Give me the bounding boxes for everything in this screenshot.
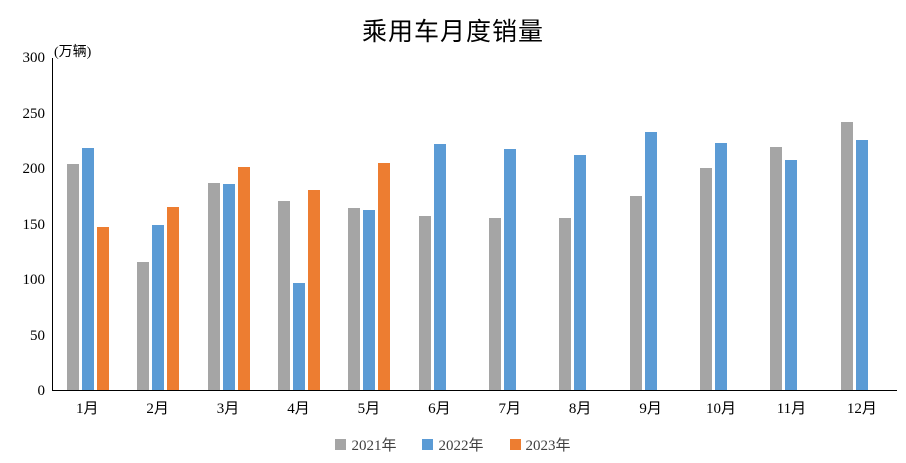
month-label: 3月 — [216, 401, 240, 417]
bar-group — [123, 58, 193, 390]
bar — [207, 182, 220, 390]
bar — [559, 218, 572, 390]
bar — [840, 121, 853, 390]
bar — [715, 143, 728, 390]
bar — [489, 218, 502, 390]
bar — [167, 207, 180, 390]
month-label: 11月 — [776, 401, 807, 417]
bar — [418, 216, 431, 390]
bar — [770, 147, 783, 390]
bar — [237, 166, 250, 390]
legend-swatch — [509, 439, 521, 450]
bar — [82, 148, 95, 390]
bar-group — [756, 58, 826, 390]
y-tick-label: 300 — [22, 50, 46, 66]
legend-swatch — [335, 439, 347, 450]
month-label: 4月 — [287, 401, 310, 417]
month-label: 10月 — [706, 401, 737, 417]
month-label: 5月 — [357, 401, 381, 417]
legend-item: 2021年 — [335, 434, 396, 455]
bar — [97, 227, 110, 390]
y-tick-label: 200 — [22, 161, 46, 177]
bar — [504, 149, 517, 390]
bar — [308, 189, 321, 390]
legend-swatch — [422, 439, 434, 450]
bar — [293, 283, 306, 390]
bar-group — [827, 58, 897, 390]
bar — [137, 262, 150, 390]
bar-group — [264, 58, 334, 390]
legend: 2021年 2022年 2023年 — [0, 434, 906, 455]
bar — [378, 163, 391, 390]
bar-group — [405, 58, 475, 390]
bar-group — [475, 58, 545, 390]
legend-label: 2022年 — [438, 438, 484, 454]
month-label: 2月 — [146, 401, 169, 417]
bar-group — [194, 58, 264, 390]
bar-group — [686, 58, 756, 390]
plot-area — [52, 58, 897, 391]
month-label: 8月 — [568, 401, 592, 417]
bar — [348, 207, 361, 390]
legend-item: 2022年 — [422, 434, 484, 455]
bar — [855, 139, 868, 390]
month-label: 9月 — [639, 401, 662, 417]
bar-group — [334, 58, 404, 390]
bar — [785, 160, 798, 390]
y-axis-unit-label: (万辆) — [54, 45, 92, 60]
bar — [222, 183, 235, 390]
y-tick-label: 100 — [22, 272, 46, 288]
legend-label: 2021年 — [351, 438, 397, 454]
bar — [433, 144, 446, 390]
bar — [363, 210, 376, 390]
bar — [644, 131, 657, 390]
bar — [700, 167, 713, 390]
y-tick-label: 50 — [30, 327, 45, 344]
month-label: 1月 — [75, 401, 99, 417]
chart-title: 乘用车月度销量 — [361, 19, 544, 46]
x-axis: 1月 2月 3月 4月 5月 6月 7月 8月 9月 10月 11月 12月 — [52, 397, 897, 418]
bar — [67, 163, 80, 390]
y-tick-label: 250 — [22, 105, 46, 122]
bar-group — [545, 58, 615, 390]
bar — [629, 196, 642, 390]
bar — [574, 154, 587, 390]
y-tick-label: 0 — [37, 383, 46, 399]
month-label: 12月 — [846, 401, 877, 417]
month-label: 7月 — [498, 401, 521, 417]
bar — [152, 225, 165, 390]
y-tick-label: 150 — [22, 216, 46, 233]
legend-label: 2023年 — [525, 438, 571, 454]
bar — [278, 201, 291, 390]
legend-item: 2023年 — [509, 434, 571, 455]
bar-group — [53, 58, 123, 390]
month-label: 6月 — [428, 401, 451, 417]
bar-group — [616, 58, 686, 390]
